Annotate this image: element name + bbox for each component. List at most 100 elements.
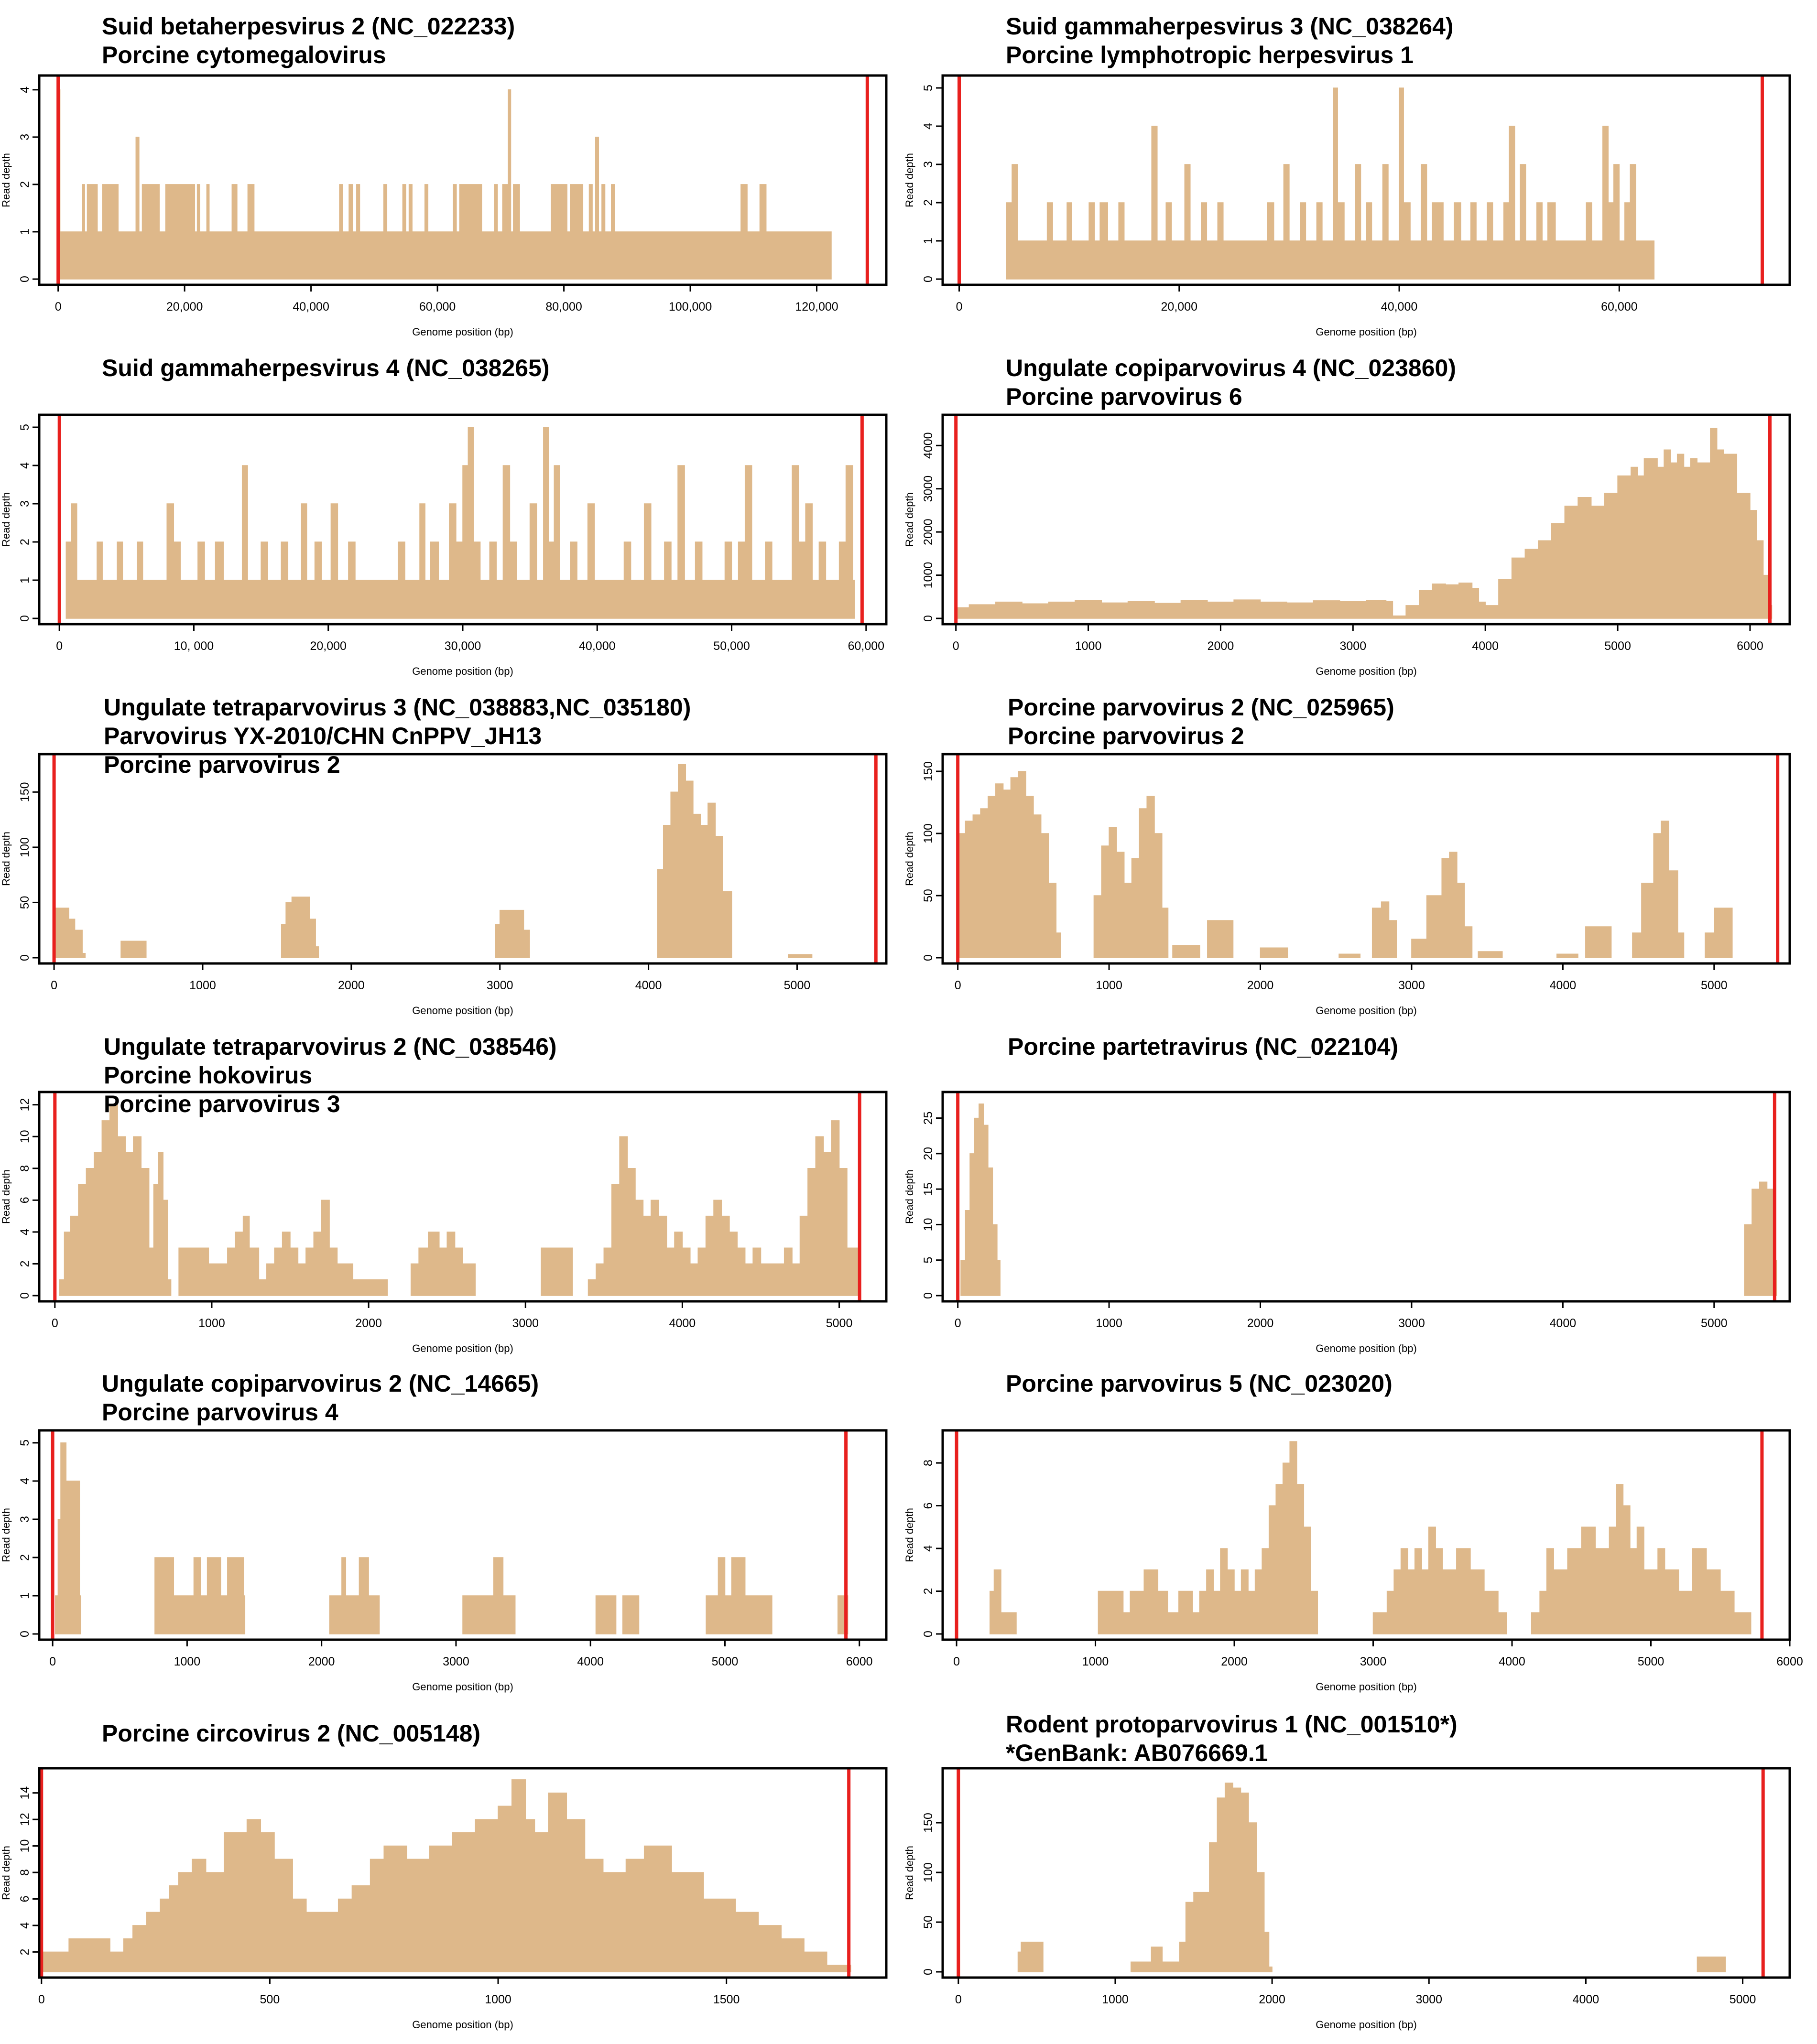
panel-10-x-tick-label: 3000 (1360, 1655, 1387, 1668)
panel-12-coverage-series (1017, 1783, 1726, 1972)
panel-8-x-axis-label: Genome position (bp) (1316, 1342, 1417, 1354)
panel-10-x-tick-label: 2000 (1221, 1655, 1248, 1668)
panel-1-coverage-series (57, 89, 832, 280)
panel-12-y-tick-label: 50 (922, 1915, 935, 1929)
panel-2-frame (941, 74, 1791, 286)
panel-11-coverage-series (41, 1779, 851, 1972)
panel-6-y-axis-label: Read depth (903, 832, 915, 886)
panel-3-title: Suid gammaherpesvirus 4 (NC_038265) (102, 354, 550, 382)
panel-5-x-tick-label: 5000 (784, 979, 811, 992)
panel-9-frame (38, 1429, 888, 1641)
panel-4-x-tick-label: 5000 (1604, 639, 1631, 653)
panel-5-frame (38, 753, 888, 965)
panel-7-title: Ungulate tetraparvovirus 2 (NC_038546) P… (104, 1032, 557, 1118)
panel-7-x-tick-label: 3000 (512, 1317, 539, 1330)
panel-6-frame (941, 753, 1791, 965)
panel-3-x-tick-label: 40,000 (579, 639, 615, 653)
panel-8-x-tick-label: 4000 (1550, 1317, 1577, 1330)
panel-10-x-tick-label: 4000 (1499, 1655, 1525, 1668)
panel-6-title-line-2: Porcine parvovirus 2 (1008, 723, 1244, 749)
panel-5-y-tick-label: 150 (18, 782, 32, 802)
panel-6-x-tick-label: 0 (955, 979, 961, 992)
panel-7-title-line-3: Porcine parvovirus 3 (104, 1091, 340, 1117)
panel-6-title-line-1: Porcine parvovirus 2 (NC_025965) (1008, 694, 1394, 721)
panel-10-x-tick-label: 5000 (1638, 1655, 1665, 1668)
panel-10: 0 1000 2000 3000 4000 5000 6000 0 2 4 6 8 Genome pos… (903, 1429, 1803, 1693)
panel-10-y-tick-label: 4 (922, 1545, 935, 1552)
panel-3-y-tick-label: 1 (18, 577, 32, 584)
panel-2-y-tick-label: 3 (922, 161, 935, 168)
panel-9-y-tick-label: 1 (18, 1592, 32, 1599)
panel-1-x-tick-label: 120,000 (795, 300, 838, 314)
panel-12-x-tick-label: 5000 (1730, 1993, 1756, 2006)
panel-5-x-tick-label: 0 (51, 979, 57, 992)
panel-9-x-tick-label: 0 (49, 1655, 56, 1668)
panel-5-x-tick-label: 4000 (635, 979, 662, 992)
panel-12-x-tick-label: 1000 (1102, 1993, 1129, 2006)
panel-11-y-tick-label: 2 (18, 1948, 32, 1955)
panel-9-y-tick-label: 4 (18, 1478, 32, 1484)
panel-9-coverage-series (55, 1442, 849, 1634)
panel-8-x-tick-label: 2000 (1247, 1317, 1274, 1330)
panel-3-x-tick-label: 0 (56, 639, 63, 653)
panel-12-y-tick-label: 100 (922, 1862, 935, 1882)
panel-9-x-tick-label: 2000 (308, 1655, 335, 1668)
panel-10-frame (941, 1429, 1791, 1641)
panel-3-x-tick-label: 60,000 (848, 639, 884, 653)
panel-12-y-axis-label: Read depth (903, 1846, 915, 1900)
panel-10-y-tick-label: 2 (922, 1588, 935, 1595)
panel-3-coverage-series (65, 427, 855, 619)
panel-9-x-tick-label: 1000 (174, 1655, 201, 1668)
panel-1: 0 20,000 40,000 60,000 80,000 100,000 120,000 0… (0, 74, 888, 338)
panel-8-y-tick-label: 10 (922, 1218, 935, 1232)
panel-3-title-line-1: Suid gammaherpesvirus 4 (NC_038265) (102, 355, 550, 381)
panel-2-y-axis-label: Read depth (903, 153, 915, 207)
panel-3-x-axis-label: Genome position (bp) (412, 665, 513, 677)
panel-5-x-tick-label: 1000 (189, 979, 216, 992)
panel-4-x-tick-label: 3000 (1340, 639, 1367, 653)
panel-10-coverage-series (990, 1441, 1752, 1634)
panel-4-x-tick-label: 6000 (1737, 639, 1763, 653)
panel-4-x-tick-label: 4000 (1472, 639, 1499, 653)
panel-8-y-axis-label: Read depth (903, 1169, 915, 1224)
panel-4: 0 1000 2000 3000 4000 5000 6000 0 1000 2000 3000 40… (903, 413, 1791, 677)
panel-10-x-tick-label: 1000 (1082, 1655, 1109, 1668)
panel-10-x-axis-label: Genome position (bp) (1316, 1681, 1417, 1693)
panel-5-y-axis-label: Read depth (0, 832, 12, 886)
panel-11-y-tick-label: 8 (18, 1869, 32, 1876)
panel-4-title-line-1: Ungulate copiparvovirus 4 (NC_023860) (1006, 355, 1456, 381)
panel-1-y-axis-label: Read depth (0, 153, 12, 207)
panel-8-coverage-series (960, 1103, 1777, 1296)
panel-11-x-tick-label: 1500 (713, 1993, 740, 2006)
panel-11-y-tick-label: 6 (18, 1896, 32, 1903)
panel-1-y-tick-label: 3 (18, 134, 32, 141)
panel-3-y-tick-label: 0 (18, 615, 32, 622)
panel-3-y-tick-label: 4 (18, 462, 32, 469)
panel-5-title-line-2: Parvovirus YX-2010/CHN CnPPV_JH13 (104, 723, 542, 749)
panel-8-y-tick-label: 15 (922, 1182, 935, 1196)
panel-9-x-tick-label: 5000 (712, 1655, 739, 1668)
panel-7: 0 1000 2000 3000 4000 5000 0 2 4 6 8 10 12 Genome pos… (0, 1091, 888, 1354)
panel-7-y-tick-label: 0 (18, 1292, 32, 1299)
panel-4-y-tick-label: 3000 (922, 476, 935, 502)
panel-4-y-tick-label: 1000 (922, 562, 935, 589)
panel-3-y-tick-label: 3 (18, 500, 32, 507)
panel-8-y-tick-label: 0 (922, 1292, 935, 1299)
panel-1-x-tick-label: 0 (55, 300, 62, 314)
panel-9-y-tick-label: 0 (18, 1631, 32, 1637)
panel-1-x-tick-label: 60,000 (419, 300, 456, 314)
panel-11-x-axis-label: Genome position (bp) (412, 2019, 513, 2031)
panel-11-y-tick-label: 14 (18, 1786, 32, 1800)
panel-7-y-tick-label: 10 (18, 1130, 32, 1143)
panel-8-title-line-1: Porcine partetravirus (NC_022104) (1008, 1033, 1399, 1060)
panel-2-y-tick-label: 1 (922, 238, 935, 244)
panel-4-y-tick-label: 4000 (922, 432, 935, 459)
panel-5-x-tick-label: 2000 (338, 979, 365, 992)
panel-12-x-tick-label: 2000 (1259, 1993, 1285, 2006)
panel-2-y-tick-label: 0 (922, 276, 935, 282)
panel-2-y-tick-label: 5 (922, 85, 935, 91)
panel-10-x-tick-label: 0 (953, 1655, 960, 1668)
panel-7-x-tick-label: 2000 (355, 1317, 382, 1330)
panel-1-title-line-2: Porcine cytomegalovirus (102, 42, 386, 68)
panel-6-y-tick-label: 0 (922, 954, 935, 961)
